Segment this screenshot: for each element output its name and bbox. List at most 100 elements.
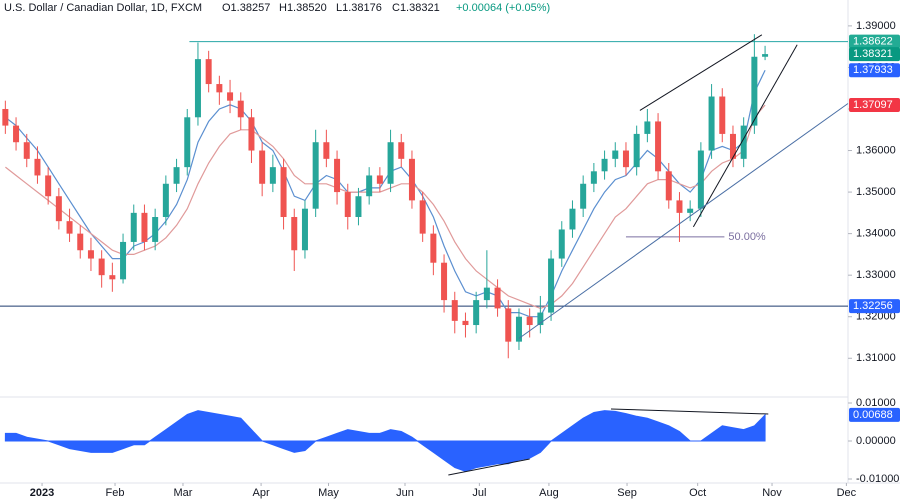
candle-body (259, 150, 266, 184)
y-tick-label: 1.31000 (856, 352, 896, 364)
candle-body (665, 171, 672, 201)
candle-body (334, 158, 341, 193)
candle-body (120, 241, 127, 280)
candle-body (548, 258, 555, 313)
candle-body (387, 142, 394, 184)
candle-body (473, 300, 480, 326)
candle-body (633, 133, 640, 168)
candle-body (280, 167, 287, 218)
candle-body (269, 167, 276, 184)
candle-body (162, 183, 169, 218)
moving-average (5, 69, 766, 318)
candle-body (719, 96, 726, 134)
x-tick-label: Nov (762, 487, 782, 499)
candle-body (430, 233, 437, 263)
candle-body (376, 175, 383, 184)
x-tick-label: Aug (539, 487, 559, 499)
x-tick-label: Oct (689, 487, 706, 499)
candle-body (729, 133, 736, 159)
candle-body (697, 150, 704, 209)
price-label: 1.37097 (853, 99, 893, 111)
y-tick-label: 1.32000 (856, 311, 896, 323)
y-tick-label: 1.33000 (856, 269, 896, 281)
candle-body (141, 212, 148, 242)
candle-body (526, 316, 533, 326)
candle-body (227, 92, 234, 101)
x-tick-label: Jun (396, 487, 414, 499)
candle-body (23, 142, 30, 159)
candle-body (558, 229, 565, 259)
candle-body (323, 142, 330, 159)
candle-body (291, 217, 298, 251)
candle-body (237, 100, 244, 118)
candle-body (751, 56, 758, 126)
ohlc-open: O1.38257 (222, 2, 270, 14)
osc-label: 0.00688 (853, 409, 893, 421)
x-tick-label: Sep (617, 487, 637, 499)
candle-body (152, 217, 159, 242)
moving-average (5, 104, 766, 310)
candle-body (762, 54, 769, 57)
candle-body (130, 212, 137, 242)
candle-body (344, 192, 351, 218)
candle-body (173, 167, 180, 184)
osc-y-tick-label: 0.00000 (856, 435, 896, 447)
price-label: 1.38622 (853, 35, 893, 47)
osc-y-tick-label: 0.01000 (856, 397, 896, 409)
x-tick-label: Apr (253, 487, 270, 499)
price-label: 1.38321 (853, 48, 893, 60)
candle-body (355, 196, 362, 218)
candle-body (194, 59, 201, 118)
candle-body (505, 308, 512, 342)
change: +0.00064 (+0.05%) (456, 2, 550, 14)
osc-y-tick-label: -0.01000 (856, 473, 899, 485)
candle-body (184, 117, 191, 168)
x-tick-label: Mar (173, 487, 192, 499)
candle-body (2, 108, 9, 126)
candle-body (109, 275, 116, 280)
candle-body (301, 208, 308, 251)
candle-body (515, 316, 522, 342)
price-label-box (849, 63, 900, 78)
candle-body (580, 183, 587, 209)
candle-body (601, 158, 608, 172)
candle-body (408, 158, 415, 201)
candle-body (55, 196, 62, 222)
candle-body (590, 171, 597, 184)
candle-body (441, 262, 448, 301)
ohlc-high: H1.38520 (279, 2, 327, 14)
trendline (518, 103, 849, 339)
oscillator-trendline (610, 408, 769, 415)
osc-label-box (849, 407, 900, 422)
x-tick-label: Jul (472, 487, 486, 499)
price-label-box (849, 47, 900, 62)
candle-body (655, 121, 662, 172)
ohlc-low: L1.38176 (336, 2, 382, 14)
candle-body (419, 200, 426, 234)
candle-body (248, 117, 255, 151)
candle-body (87, 250, 94, 259)
candle-body (451, 300, 458, 321)
candle-body (398, 142, 405, 159)
candle-body (740, 125, 747, 159)
price-label-box (849, 97, 900, 112)
x-tick-label: Feb (106, 487, 125, 499)
price-label: 1.32256 (853, 300, 893, 312)
price-label: 1.37933 (853, 64, 893, 76)
trendline (639, 34, 763, 111)
candle-body (312, 142, 319, 209)
y-tick-label: 1.35000 (856, 186, 896, 198)
candle-body (45, 175, 52, 197)
candle-body (676, 200, 683, 213)
chart-title: U.S. Dollar / Canadian Dollar, 1D, FXCM (4, 2, 202, 14)
candle-body (366, 175, 373, 197)
price-label-box (849, 299, 900, 314)
candle-body (644, 121, 651, 134)
candle-body (216, 84, 223, 93)
y-tick-label: 1.36000 (856, 144, 896, 156)
candle-body (13, 125, 20, 143)
candle-body (622, 150, 629, 168)
x-tick-label: May (318, 487, 339, 499)
oscillator-trendline (448, 458, 530, 476)
candle-body (687, 208, 694, 213)
